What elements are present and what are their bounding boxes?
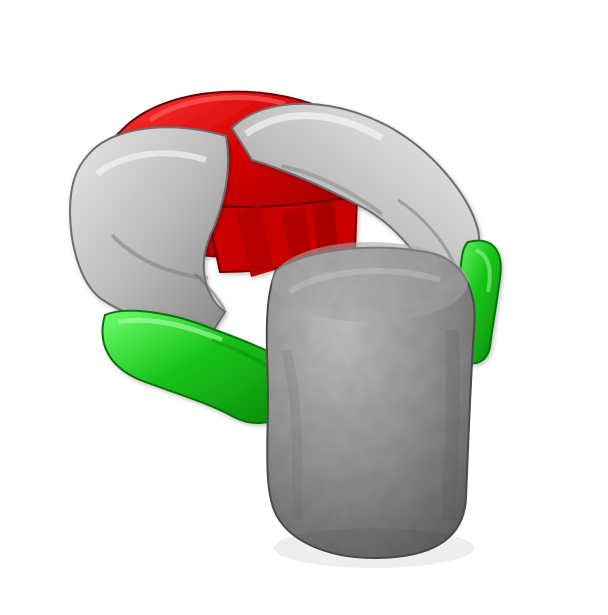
left-finger-shell — [68, 126, 229, 338]
left-green-pad — [101, 309, 295, 424]
grasped-cylinder-object — [265, 242, 476, 568]
robot-gripper-gray-fingers — [68, 102, 481, 338]
